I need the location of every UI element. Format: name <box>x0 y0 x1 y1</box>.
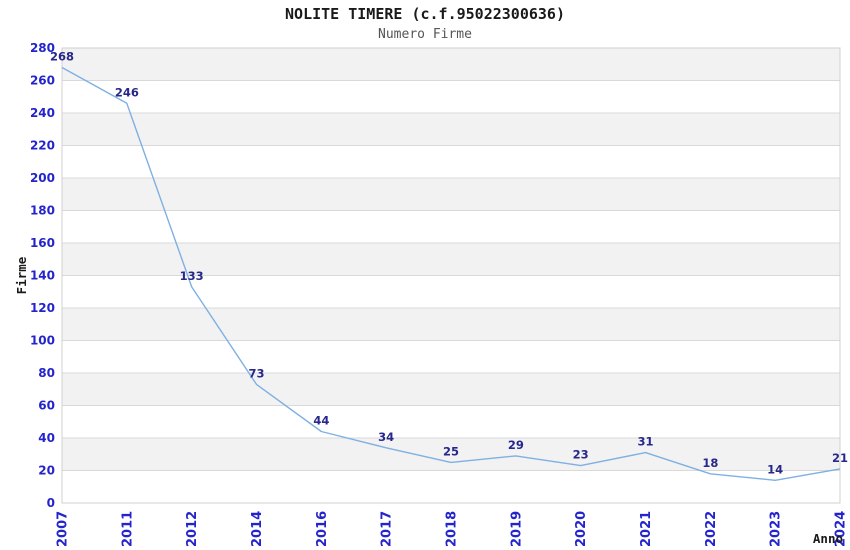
data-label: 246 <box>115 85 139 99</box>
data-label: 18 <box>702 456 718 470</box>
x-tick-label: 2020 <box>574 511 589 547</box>
x-axis-title: Anno <box>813 531 843 546</box>
plot-band <box>62 438 840 471</box>
y-tick-label: 200 <box>30 171 55 185</box>
x-tick-label: 2018 <box>445 511 460 547</box>
data-label: 23 <box>573 448 589 462</box>
plot-border <box>61 47 841 504</box>
plot-band <box>62 308 840 341</box>
y-tick-label: 260 <box>30 74 55 88</box>
x-tick-label: 2014 <box>250 511 265 547</box>
y-tick-label: 240 <box>30 106 55 120</box>
data-label: 25 <box>443 444 459 458</box>
plot-band <box>62 178 840 211</box>
plot-band <box>62 373 840 406</box>
y-tick-label: 140 <box>30 269 55 283</box>
x-tick-label: 2016 <box>315 511 330 547</box>
plot-band <box>62 243 840 276</box>
plot-band <box>62 48 840 81</box>
data-label: 29 <box>508 438 524 452</box>
data-label: 21 <box>832 451 848 465</box>
x-tick-label: 2024 <box>834 511 849 547</box>
y-tick-label: 40 <box>38 431 55 445</box>
x-tick-label: 2022 <box>704 511 719 547</box>
x-tick-label: 2011 <box>120 511 135 547</box>
data-label: 14 <box>767 462 783 476</box>
y-tick-label: 0 <box>47 496 55 510</box>
y-tick-label: 60 <box>38 399 55 413</box>
chart-title: NOLITE TIMERE (c.f.95022300636) <box>285 5 565 23</box>
data-label: 31 <box>637 435 653 449</box>
x-tick-label: 2023 <box>769 511 784 547</box>
y-tick-label: 120 <box>30 301 55 315</box>
chart-subtitle: Numero Firme <box>378 27 472 42</box>
x-tick-label: 2012 <box>185 511 200 547</box>
x-tick-label: 2007 <box>56 511 71 547</box>
x-tick-label: 2021 <box>639 511 654 547</box>
data-label: 44 <box>313 414 329 428</box>
data-label: 268 <box>50 50 74 64</box>
x-tick-label: 2019 <box>509 511 524 547</box>
y-tick-label: 280 <box>30 41 55 55</box>
y-tick-label: 180 <box>30 204 55 218</box>
y-tick-label: 220 <box>30 139 55 153</box>
y-tick-label: 20 <box>38 464 55 478</box>
data-label: 73 <box>248 366 264 380</box>
series-line <box>61 66 841 481</box>
y-tick-label: 100 <box>30 334 55 348</box>
data-label: 34 <box>378 430 394 444</box>
y-tick-label: 80 <box>38 366 55 380</box>
y-tick-label: 160 <box>30 236 55 250</box>
y-axis-title: Firme <box>14 256 29 294</box>
plot-band <box>62 113 840 146</box>
data-label: 133 <box>180 269 204 283</box>
x-tick-label: 2017 <box>380 511 395 547</box>
